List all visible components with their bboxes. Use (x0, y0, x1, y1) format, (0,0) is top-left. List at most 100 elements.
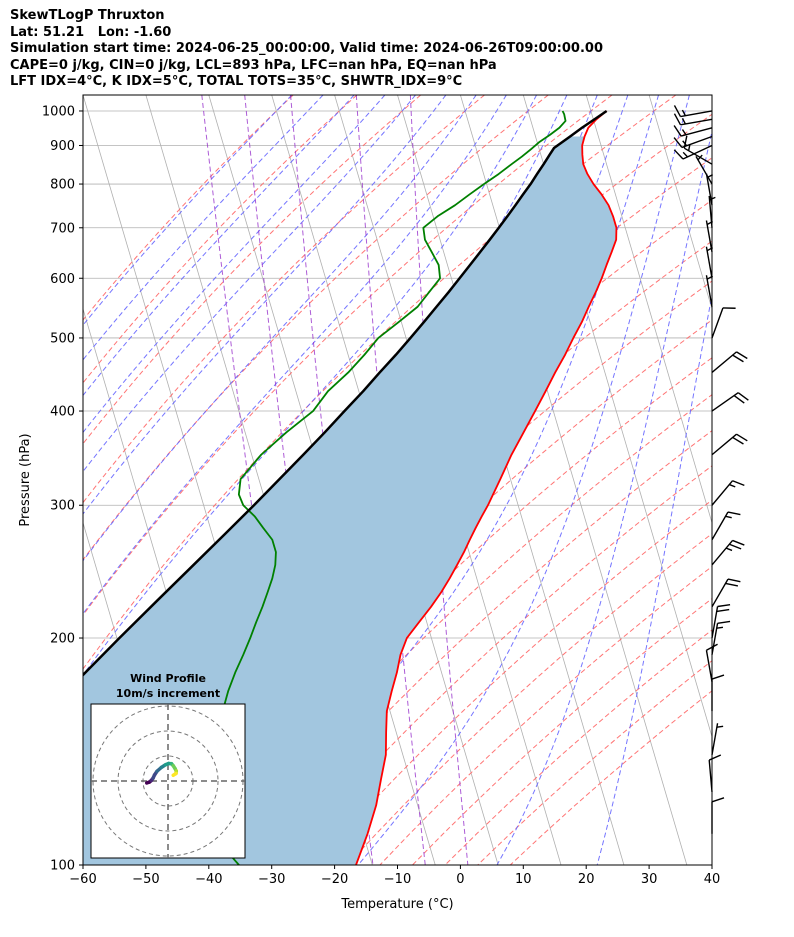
y-axis-label: Pressure (hPa) (18, 433, 33, 526)
wind-barb-flag (683, 135, 688, 149)
wind-barb-flag (708, 754, 722, 761)
wind-barb-flag (673, 105, 682, 117)
wind-barb-flag (737, 392, 749, 401)
hodograph-ring (117, 730, 219, 832)
moist-adiabat-line (496, 129, 712, 865)
moist-adiabat-line (83, 95, 386, 434)
wind-barb (708, 754, 722, 792)
x-tick-label: 30 (641, 872, 658, 887)
wind-barb-shaft (711, 623, 719, 655)
wind-barb (673, 105, 713, 118)
wind-barb-flag (732, 480, 745, 487)
wind-barb-half-flag (725, 515, 732, 519)
wind-barb-flag (711, 797, 725, 803)
wind-barb (711, 603, 731, 639)
wind-barb-shaft (681, 135, 713, 149)
chart-title-block: SkewTLogP Thruxton Lat: 51.21 Lon: -1.60… (10, 8, 603, 91)
dry-adiabat-line (83, 95, 613, 616)
wind-barb (673, 125, 713, 137)
wind-barb-shaft (711, 433, 737, 456)
wind-barb-half-flag (682, 151, 689, 158)
cape-cin-shading (83, 136, 617, 865)
wind-barb (711, 723, 724, 755)
y-tick-label: 400 (50, 405, 75, 420)
wind-barb-half-flag (697, 154, 703, 161)
y-tick-label: 1000 (42, 104, 75, 119)
isotherm-line (460, 95, 688, 865)
wind-barb-shaft (695, 155, 713, 185)
x-tick-label: −20 (321, 872, 348, 887)
wind-barb (711, 392, 749, 412)
moist-adiabat-line (596, 292, 712, 865)
wind-barb-half-flag (706, 173, 714, 179)
wind-barb (705, 275, 714, 307)
wind-barb-shaft (680, 110, 713, 118)
wind-barb-shaft (680, 118, 713, 126)
moist-adiabat-line (357, 95, 690, 865)
wind-barb (711, 539, 745, 566)
wind-barb-half-flag (716, 626, 724, 629)
dry-adiabat-line (83, 95, 294, 321)
moist-adiabat-line (83, 95, 447, 515)
x-tick-label: 10 (515, 872, 532, 887)
y-tick-label: 200 (50, 632, 75, 647)
wind-barb (711, 511, 741, 541)
x-tick-label: −50 (132, 872, 159, 887)
wind-barb-flag (736, 433, 748, 442)
wind-barb-shaft (705, 275, 713, 307)
wind-barb (673, 113, 713, 126)
wind-barb-shaft (711, 307, 724, 339)
moist-adiabat-line (83, 95, 538, 676)
wind-barb-shaft (711, 480, 734, 506)
moist-adiabat-line (83, 95, 324, 361)
wind-barb-shaft (711, 511, 729, 541)
y-tick-label: 900 (50, 139, 75, 154)
moist-adiabat-line (83, 95, 477, 562)
dry-adiabat-line (249, 430, 712, 865)
wind-barb-half-flag (681, 118, 687, 125)
wind-barb-shaft (708, 759, 713, 792)
wind-barb-shaft (682, 144, 713, 160)
wind-barb-flag (727, 578, 741, 583)
wind-barb-flag (732, 354, 744, 363)
wind-barb-flag (673, 125, 682, 137)
wind-barb-half-flag (709, 196, 716, 201)
wind-barb-half-flag (706, 275, 714, 280)
wind-barb-shaft (705, 220, 713, 253)
x-tick-label: 0 (456, 872, 464, 887)
wind-barb-shaft (711, 723, 719, 755)
time-line: Simulation start time: 2024-06-25_00:00:… (10, 41, 603, 56)
isotherm-line (397, 95, 625, 865)
wind-barb-shaft (711, 578, 729, 608)
chart-title: SkewTLogP Thruxton (10, 8, 165, 23)
isotherm-line (585, 95, 712, 525)
wind-barb (705, 643, 718, 682)
isotherm-line (648, 95, 712, 311)
wind-barb (695, 154, 713, 185)
dewpoint-line (192, 110, 567, 865)
wind-barb (711, 433, 748, 456)
wind-barb-flag (717, 603, 731, 608)
x-tick-label: −30 (258, 872, 285, 887)
wind-barb-shaft (683, 147, 713, 165)
dry-adiabat-line (314, 499, 712, 865)
hodograph-segment (171, 771, 178, 777)
index-line: LFT IDX=4°C, K IDX=5°C, TOTAL TOTS=35°C,… (10, 74, 463, 89)
dry-adiabat-line (281, 465, 712, 865)
wind-barb-flag (673, 137, 683, 148)
moist-adiabat-line (83, 95, 355, 397)
wind-barb-shaft (711, 351, 737, 373)
wind-barb-flag (736, 351, 748, 360)
inset-subtitle: 10m/s increment (116, 687, 220, 700)
wind-barb (705, 246, 714, 279)
wind-barb (673, 144, 713, 160)
wind-barb-flag (717, 620, 731, 624)
wind-barb (711, 578, 741, 608)
wind-barb-flag (725, 582, 739, 587)
wind-barb (705, 220, 714, 253)
y-tick-label: 100 (50, 859, 75, 874)
wind-barb-half-flag (687, 144, 691, 151)
wind-barb-half-flag (729, 483, 736, 488)
cape-line: CAPE=0 j/kg, CIN=0 j/kg, LCL=893 hPa, LF… (10, 57, 497, 73)
dry-adiabat-line (83, 95, 422, 445)
